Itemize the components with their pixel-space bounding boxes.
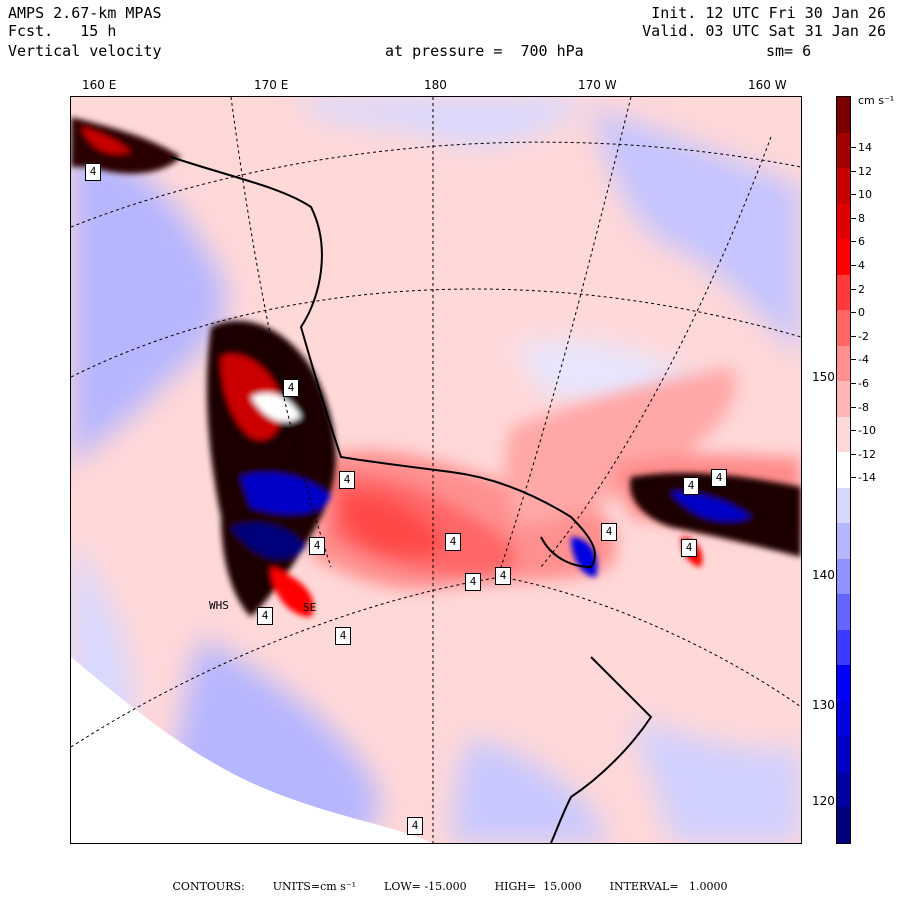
footer-contours: CONTOURS: [172, 880, 245, 893]
nodata-region [71, 657, 431, 843]
colorbar-segment [837, 132, 850, 169]
colorbar-segment [837, 310, 850, 347]
colorbar-segment [837, 629, 850, 666]
smoothing-value: sm= 6 [766, 42, 812, 60]
colorbar-segment [837, 416, 850, 453]
lon-label-160e: 160 E [82, 78, 117, 92]
station-marker[interactable]: 4 [257, 607, 273, 625]
colorbar-tick [851, 147, 856, 148]
station-marker[interactable]: 4 [683, 477, 699, 495]
colorbar [836, 96, 851, 844]
colorbar-tick [851, 453, 856, 455]
coastline [170, 156, 596, 569]
colorbar-segment [837, 239, 850, 276]
colorbar-label: 10 [858, 188, 872, 202]
station-marker[interactable]: 4 [681, 539, 697, 557]
colorbar-label: -10 [858, 424, 876, 438]
place-label-se: SE [303, 601, 317, 614]
footer-interval: INTERVAL= 1.0000 [609, 880, 728, 893]
colorbar-tick [851, 477, 856, 479]
colorbar-tick [851, 335, 856, 337]
colorbar-tick [851, 406, 856, 408]
colorbar-label: 12 [858, 164, 872, 178]
lon-label-170e: 170 E [254, 78, 289, 92]
colorbar-label: 0 [858, 306, 865, 320]
station-marker[interactable]: 4 [283, 379, 299, 397]
colorbar-tick [851, 288, 856, 290]
colorbar-segment [837, 558, 850, 595]
lon-label-170w: 170 W [578, 78, 617, 92]
colorbar-label: -2 [858, 329, 869, 343]
fcst-label: Fcst. [8, 22, 54, 40]
station-marker[interactable]: 4 [601, 523, 617, 541]
colorbar-segment [837, 665, 850, 702]
colorbar-segment [837, 771, 850, 808]
station-marker[interactable]: 4 [465, 573, 481, 591]
colorbar-tick [851, 170, 856, 172]
valid-time: Valid. 03 UTC Sat 31 Jan 26 [642, 22, 886, 40]
colorbar-tick [851, 383, 856, 384]
colorbar-label: -4 [858, 353, 869, 367]
colorbar-tick [851, 359, 856, 361]
colorbar-segment [837, 345, 850, 382]
colorbar-segment [837, 594, 850, 631]
field-name: Vertical velocity [8, 42, 162, 60]
colorbar-segment [837, 487, 850, 524]
colorbar-label: -6 [858, 377, 869, 390]
colorbar-label: -8 [858, 400, 869, 414]
intense-wave-band [71, 117, 336, 617]
colorbar-label: -14 [858, 471, 876, 485]
footer-low: LOW= -15.000 [384, 880, 467, 893]
station-marker[interactable]: 4 [85, 163, 101, 181]
colorbar-segment [837, 700, 850, 737]
colorbar-label: 6 [858, 235, 865, 249]
vertical-velocity-map[interactable]: 4 4 4 4 4 4 4 4 4 4 4 4 4 4 WHS SE [70, 96, 802, 844]
init-time: Init. 12 UTC Fri 30 Jan 26 [651, 4, 886, 22]
lon-label-180: 180 [424, 78, 447, 92]
footer-units: UNITS=cm s⁻¹ [272, 880, 357, 893]
station-marker[interactable]: 4 [339, 471, 355, 489]
coastline-south [550, 656, 653, 843]
colorbar-tick [851, 194, 856, 196]
colorbar-tick [851, 217, 856, 219]
place-label-whs: WHS [209, 599, 229, 612]
station-marker[interactable]: 4 [445, 533, 461, 551]
colorbar-label: 8 [858, 211, 865, 225]
lon-label-160w: 160 W [748, 78, 787, 92]
station-marker[interactable]: 4 [407, 817, 423, 835]
colorbar-tick [851, 430, 856, 432]
colorbar-tick [851, 241, 856, 243]
station-marker[interactable]: 4 [495, 567, 511, 585]
station-marker[interactable]: 4 [309, 537, 325, 555]
colorbar-segment [837, 274, 850, 311]
colorbar-segment [837, 736, 850, 773]
colorbar-segment [837, 168, 850, 205]
station-marker[interactable]: 4 [335, 627, 351, 645]
colorbar-segment [837, 381, 850, 418]
colorbar-label: 14 [858, 141, 872, 154]
colorbar-segment [837, 807, 850, 844]
colorbar-tick [851, 312, 856, 314]
pressure-level: at pressure = 700 hPa [385, 42, 584, 60]
colorbar-segment [837, 523, 850, 560]
forecast-label: Fcst. 15 h [8, 22, 116, 40]
fcst-value: 15 h [80, 22, 117, 40]
model-title: AMPS 2.67-km MPAS [8, 4, 162, 22]
station-marker[interactable]: 4 [711, 469, 727, 487]
colorbar-label: 2 [858, 282, 865, 296]
colorbar-label: 4 [858, 259, 865, 272]
colorbar-label: -12 [858, 447, 876, 461]
map-canvas [71, 97, 801, 843]
colorbar-units: cm s⁻¹ [858, 94, 895, 107]
colorbar-segment [837, 203, 850, 240]
contour-info: CONTOURS: UNITS=cm s⁻¹ LOW= -15.000 HIGH= 1… [0, 880, 900, 893]
colorbar-segment [837, 452, 850, 489]
colorbar-tick [851, 265, 856, 266]
graticule [71, 97, 801, 843]
footer-high: HIGH= 15.000 [494, 880, 582, 893]
colorbar-segment [837, 97, 850, 133]
